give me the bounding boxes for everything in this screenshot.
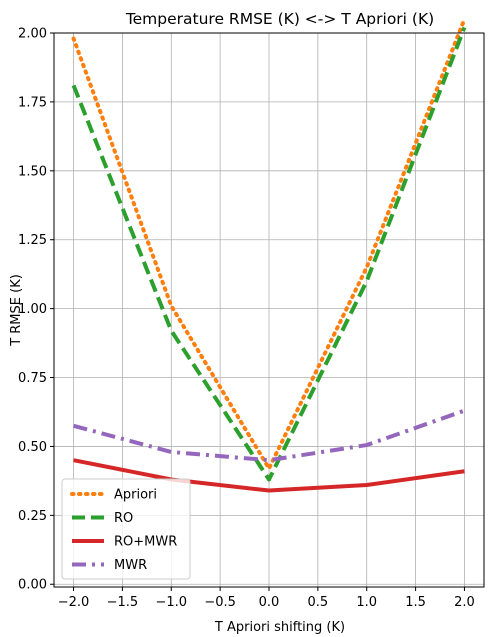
legend-label-ro: RO — [114, 511, 133, 526]
x-tick-label: −2.0 — [58, 595, 90, 610]
y-tick-label: 2.00 — [18, 27, 47, 42]
series-line-ro-mwr — [73, 458, 465, 493]
legend: Apriori RO RO+MWR MWR — [61, 478, 191, 580]
chart-title: Temperature RMSE (K) <-> T Apriori (K) — [125, 10, 434, 28]
series-line-mwr — [73, 408, 466, 463]
x-axis-label: T Apriori shifting (K) — [214, 620, 345, 635]
y-tick-label: 1.50 — [18, 164, 47, 179]
y-tick-label: 1.00 — [18, 302, 47, 317]
x-tick-label: 1.0 — [356, 595, 377, 610]
y-axis-label: T RMSE (K) — [9, 274, 24, 347]
x-tick-label: 2.0 — [454, 595, 475, 610]
y-tick-label: 0.75 — [18, 371, 47, 386]
y-ticks: 0.00 0.25 0.50 0.75 1.00 1.25 1.50 1.75 2.00 — [18, 27, 54, 593]
y-tick-label: 0.00 — [18, 578, 47, 593]
y-tick-label: 0.25 — [18, 509, 47, 524]
legend-label-ro-mwr: RO+MWR — [114, 535, 177, 550]
series-layer — [71, 17, 467, 493]
legend-label-apriori: Apriori — [114, 488, 157, 503]
series-line-apriori — [71, 17, 467, 471]
y-tick-label: 0.50 — [18, 440, 47, 455]
x-tick-label: 1.5 — [405, 595, 426, 610]
series-line-ro — [71, 26, 467, 482]
legend-label-mwr: MWR — [114, 558, 147, 573]
x-tick-label: 0.5 — [308, 595, 329, 610]
x-tick-label: 0.0 — [259, 595, 280, 610]
x-tick-label: −1.5 — [107, 595, 139, 610]
x-tick-label: −1.0 — [155, 595, 187, 610]
y-tick-label: 1.75 — [18, 95, 47, 110]
legend-box — [61, 478, 191, 580]
x-ticks: −2.0 −1.5 −1.0 −0.5 0.0 0.5 1.0 1.5 2.0 — [58, 587, 475, 610]
x-tick-label: −0.5 — [204, 595, 236, 610]
y-tick-label: 1.25 — [18, 233, 47, 248]
